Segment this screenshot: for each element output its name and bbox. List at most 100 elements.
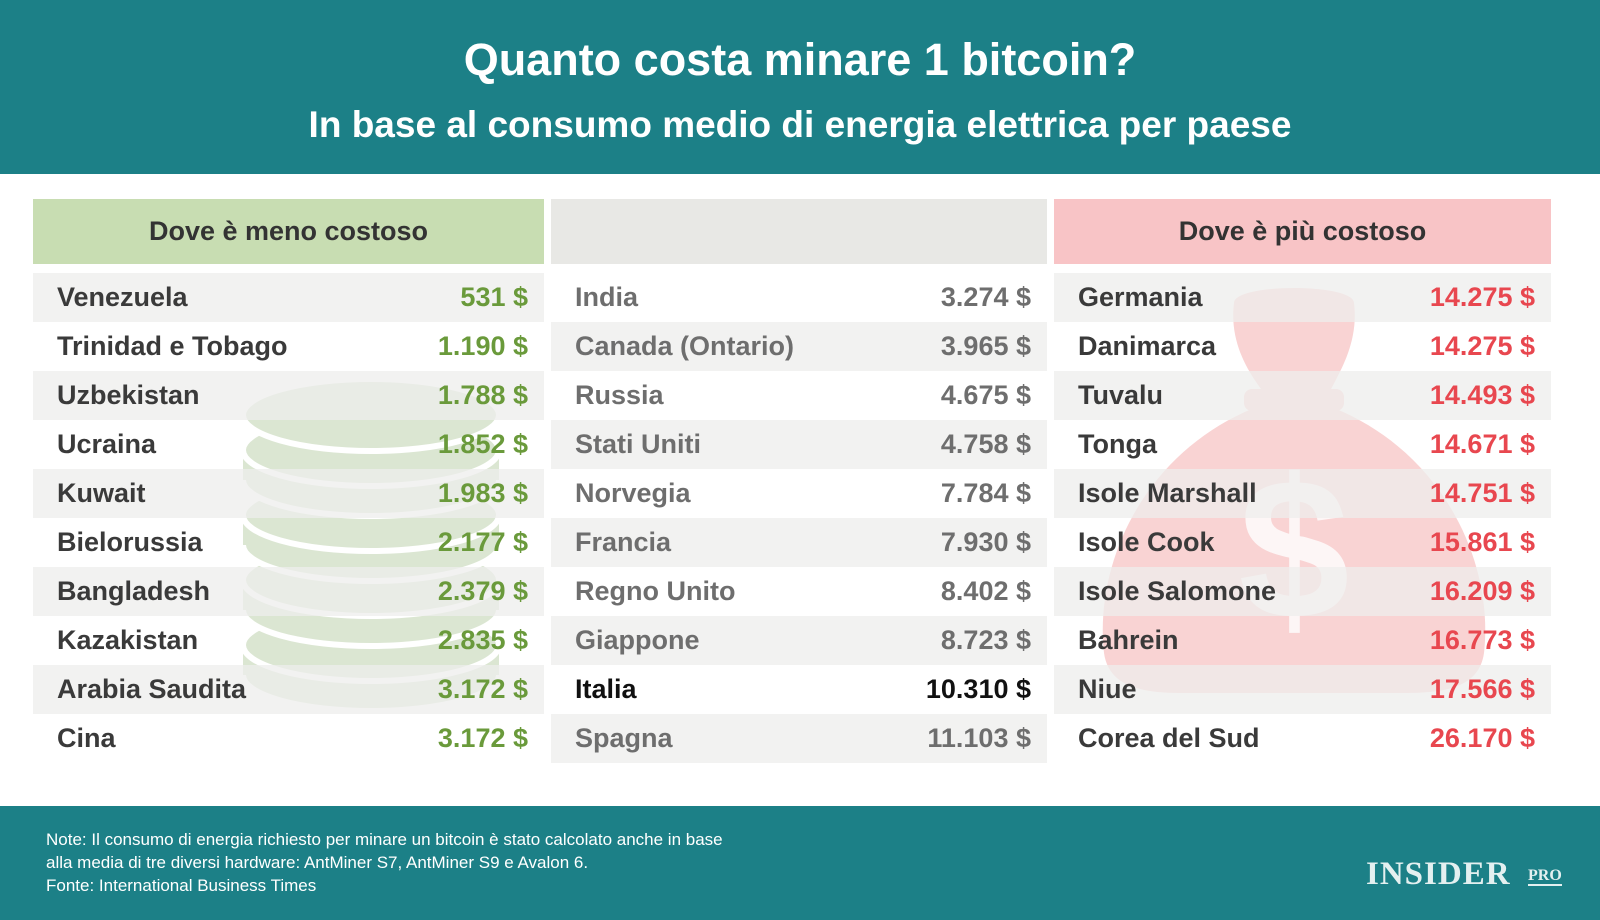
expensive-column-heading: Dove è più costoso (1054, 199, 1551, 264)
country-name: Kazakistan (57, 625, 199, 655)
cost-value: 15.861 $ (1429, 527, 1535, 557)
source-line: Fonte: International Business Times (46, 876, 317, 895)
table-row: Cina 3.172 $ (33, 714, 544, 763)
cheapest-column: Dove è meno costoso Venezuela 531 $ Trinid… (33, 199, 544, 763)
country-name: Russia (575, 380, 664, 410)
cost-value: 1.983 $ (437, 478, 528, 508)
country-name: Stati Uniti (575, 429, 701, 459)
table-row: Kuwait 1.983 $ (33, 469, 544, 518)
table-row: Russia 4.675 $ (551, 371, 1047, 420)
cost-value: 7.784 $ (940, 478, 1031, 508)
footer-note: Note: Il consumo di energia richiesto pe… (46, 828, 723, 897)
cost-value: 16.773 $ (1429, 625, 1535, 655)
note-line-1: Note: Il consumo di energia richiesto pe… (46, 830, 723, 849)
table-row: Uzbekistan 1.788 $ (33, 371, 544, 420)
expensive-column: Dove è più costoso $ Germania 14.275 $ Dan… (1054, 199, 1551, 763)
cost-value: 11.103 $ (927, 723, 1031, 753)
cost-value: 1.190 $ (437, 331, 528, 361)
table-row: Corea del Sud 26.170 $ (1054, 714, 1551, 763)
table-row: Germania 14.275 $ (1054, 273, 1551, 322)
country-name: Trinidad e Tobago (57, 331, 288, 361)
cost-value: 14.493 $ (1429, 380, 1535, 410)
table-row: India 3.274 $ (551, 273, 1047, 322)
table-row: Norvegia 7.784 $ (551, 469, 1047, 518)
footer-banner: Note: Il consumo di energia richiesto pe… (0, 806, 1600, 920)
table-row: Isole Cook 15.861 $ (1054, 518, 1551, 567)
country-name: Isole Cook (1078, 527, 1215, 557)
middle-rows: India 3.274 $ Canada (Ontario) 3.965 $ Russi… (551, 273, 1047, 763)
cost-value: 3.172 $ (437, 723, 528, 753)
table-row: Venezuela 531 $ (33, 273, 544, 322)
cheapest-rows: Venezuela 531 $ Trinidad e Tobago 1.190 $ Uz… (33, 273, 544, 763)
country-name: India (575, 282, 639, 312)
cost-value: 14.275 $ (1429, 282, 1535, 312)
country-name: Isole Marshall (1078, 478, 1257, 508)
table-row: Giappone 8.723 $ (551, 616, 1047, 665)
table-row: Tuvalu 14.493 $ (1054, 371, 1551, 420)
country-name: Kuwait (57, 478, 146, 508)
country-name: Spagna (575, 723, 673, 753)
table-row: Ucraina 1.852 $ (33, 420, 544, 469)
note-line-2: alla media di tre diversi hardware: AntM… (46, 853, 589, 872)
logo-sub-text: PRO (1528, 867, 1562, 886)
middle-column: India 3.274 $ Canada (Ontario) 3.965 $ Russi… (551, 199, 1047, 763)
country-name: Danimarca (1078, 331, 1217, 361)
cost-value: 2.379 $ (437, 576, 528, 606)
table-row: Niue 17.566 $ (1054, 665, 1551, 714)
cheapest-column-heading: Dove è meno costoso (33, 199, 544, 264)
table-row: Canada (Ontario) 3.965 $ (551, 322, 1047, 371)
country-name: Ucraina (57, 429, 157, 459)
page-title: Quanto costa minare 1 bitcoin? (463, 34, 1137, 85)
table-row: Arabia Saudita 3.172 $ (33, 665, 544, 714)
table-row: Danimarca 14.275 $ (1054, 322, 1551, 371)
cost-value: 7.930 $ (940, 527, 1031, 557)
cost-value: 4.675 $ (940, 380, 1031, 410)
cost-value: 3.965 $ (940, 331, 1031, 361)
country-name: Bangladesh (57, 576, 211, 606)
table-row: Italia 10.310 $ (551, 665, 1047, 714)
page-subtitle: In base al consumo medio di energia elet… (308, 104, 1292, 145)
insider-pro-logo: INSIDER PRO (1366, 856, 1562, 893)
cost-value: 14.671 $ (1429, 429, 1535, 459)
cost-value: 3.274 $ (940, 282, 1031, 312)
cost-value: 1.788 $ (437, 380, 528, 410)
logo-text: INSIDER (1366, 856, 1511, 892)
country-name: Italia (575, 674, 637, 704)
table-row: Tonga 14.671 $ (1054, 420, 1551, 469)
country-name: Canada (Ontario) (575, 331, 795, 361)
table-row: Kazakistan 2.835 $ (33, 616, 544, 665)
cost-value: 4.758 $ (940, 429, 1031, 459)
country-name: Bahrein (1078, 625, 1179, 655)
table-row: Spagna 11.103 $ (551, 714, 1047, 763)
header-banner: Quanto costa minare 1 bitcoin? In base a… (0, 0, 1600, 174)
cost-value: 26.170 $ (1429, 723, 1535, 753)
cost-value: 17.566 $ (1429, 674, 1535, 704)
table-row: Bangladesh 2.379 $ (33, 567, 544, 616)
table-row: Stati Uniti 4.758 $ (551, 420, 1047, 469)
cost-value: 8.402 $ (940, 576, 1031, 606)
table-row: Isole Salomone 16.209 $ (1054, 567, 1551, 616)
country-name: Bielorussia (57, 527, 203, 557)
country-name: Isole Salomone (1078, 576, 1277, 606)
middle-column-heading (551, 199, 1047, 264)
cost-value: 3.172 $ (437, 674, 528, 704)
table-row: Bahrein 16.773 $ (1054, 616, 1551, 665)
country-name: Venezuela (57, 282, 188, 312)
country-name: Norvegia (575, 478, 691, 508)
cost-value: 10.310 $ (925, 674, 1031, 704)
country-name: Francia (575, 527, 672, 557)
table-row: Regno Unito 8.402 $ (551, 567, 1047, 616)
expensive-rows: $ Germania 14.275 $ Danimarca 14.275 $ Tuval… (1054, 273, 1551, 763)
country-name: Germania (1078, 282, 1203, 312)
table-row: Trinidad e Tobago 1.190 $ (33, 322, 544, 371)
country-name: Tuvalu (1078, 380, 1164, 410)
country-name: Uzbekistan (57, 380, 200, 410)
cost-value: 531 $ (460, 282, 528, 312)
cost-value: 2.835 $ (437, 625, 528, 655)
cost-value: 1.852 $ (437, 429, 528, 459)
cost-value: 16.209 $ (1429, 576, 1535, 606)
country-name: Corea del Sud (1078, 723, 1260, 753)
table-row: Isole Marshall 14.751 $ (1054, 469, 1551, 518)
cost-value: 14.751 $ (1429, 478, 1535, 508)
table-row: Francia 7.930 $ (551, 518, 1047, 567)
